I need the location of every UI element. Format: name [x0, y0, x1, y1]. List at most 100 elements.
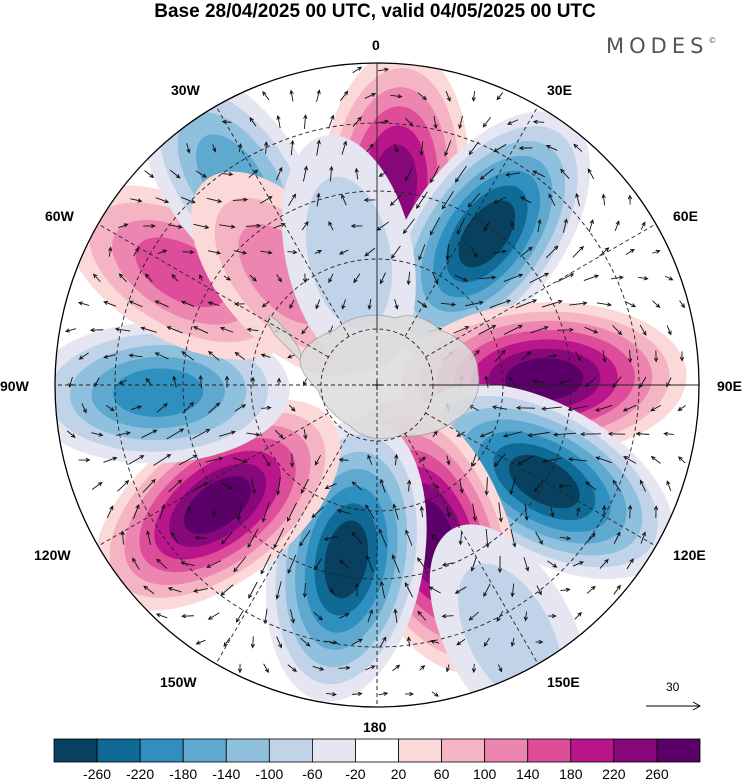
wind-arrow	[354, 582, 360, 597]
wind-arrow	[128, 300, 143, 308]
colorbar-swatch	[268, 738, 313, 763]
wind-arrow	[92, 273, 101, 283]
wind-arrow	[103, 354, 116, 359]
wind-arrow	[328, 273, 334, 284]
wind-arrow	[599, 247, 610, 257]
wind-arrow	[223, 275, 231, 281]
wind-arrow	[78, 457, 91, 463]
colorbar-tick: -180	[169, 766, 198, 782]
wind-arrow	[249, 117, 257, 127]
wind-arrow	[221, 119, 232, 125]
wind-arrow	[328, 586, 334, 594]
wind-arrow	[352, 66, 363, 74]
lon-label-30w: 30W	[171, 82, 200, 98]
wind-arrow	[560, 587, 571, 592]
wind-arrow	[558, 379, 572, 386]
wind-arrow	[181, 613, 194, 619]
shade-level	[505, 358, 584, 401]
wind-arrow	[181, 351, 195, 361]
wind-arrow	[287, 502, 297, 522]
wind-arrow	[260, 250, 273, 255]
wind-arrow	[394, 299, 399, 310]
wind-arrow	[445, 244, 450, 261]
colorbar-swatch	[182, 738, 227, 763]
wind-arrow	[313, 611, 323, 621]
wind-arrow	[498, 502, 503, 523]
wind-arrow	[429, 217, 441, 236]
map-title: Base 28/04/2025 00 UTC, valid 04/05/2025…	[154, 1, 596, 22]
wind-arrow	[133, 247, 139, 257]
wind-arrow	[275, 166, 283, 181]
wind-arrow	[68, 376, 73, 388]
lon-label-120e: 120E	[673, 547, 706, 563]
wind-arrow	[666, 480, 672, 492]
wind-arrow	[650, 404, 662, 412]
wind-arrow	[118, 223, 129, 229]
wind-arrow	[613, 531, 621, 544]
colorbar-tick: 180	[559, 766, 583, 782]
anomaly-field	[55, 63, 687, 707]
wind-arrow	[470, 557, 477, 572]
wind-arrow	[156, 558, 168, 570]
wind-arrow	[250, 478, 256, 495]
wind-arrow	[302, 582, 307, 599]
colorbar-swatch	[53, 738, 98, 763]
wind-arrow	[301, 220, 309, 231]
wind-arrow	[640, 221, 646, 230]
lon-label-150e: 150E	[547, 674, 580, 690]
lon-label-90e: 90E	[717, 378, 742, 394]
copyright-mark: ©	[708, 36, 717, 45]
wind-arrow	[207, 301, 220, 307]
wind-arrow	[638, 276, 649, 281]
anomaly-center	[383, 111, 591, 357]
wind-arrow	[324, 483, 337, 490]
wind-arrow	[612, 325, 623, 336]
wind-arrow	[224, 375, 230, 388]
wind-arrow	[194, 535, 207, 540]
anomaly-center	[281, 134, 416, 371]
wind-arrow	[259, 196, 273, 204]
colorbar-tick: 220	[602, 766, 626, 782]
wind-arrow	[550, 507, 555, 518]
wind-arrow	[155, 197, 170, 204]
wind-arrow	[532, 170, 546, 178]
wind-arrow	[580, 431, 601, 437]
wind-arrow	[547, 353, 558, 358]
wind-arrow	[417, 92, 428, 101]
wind-arrow	[471, 663, 477, 674]
wind-arrow	[219, 224, 236, 229]
wind-arrow	[261, 453, 271, 467]
wind-arrow	[273, 223, 286, 229]
wind-arrow	[573, 143, 583, 152]
wind-arrow	[454, 274, 469, 282]
wind-arrow	[221, 531, 233, 545]
wind-arrow	[515, 299, 538, 309]
wind-arrow	[456, 218, 466, 235]
wind-arrow	[273, 527, 285, 549]
wind-arrow	[66, 430, 76, 438]
wind-arrow	[576, 506, 581, 517]
wind-arrow	[236, 504, 243, 521]
lon-label-90w: 90W	[0, 378, 29, 394]
wind-arrow	[639, 324, 647, 336]
wind-arrow	[612, 479, 622, 492]
colorbar-swatch	[225, 738, 270, 763]
wind-arrow	[178, 454, 198, 466]
wind-arrow	[232, 197, 249, 202]
wind-arrow	[221, 482, 234, 490]
wind-arrow	[352, 116, 362, 127]
wind-arrow	[378, 171, 387, 177]
meridian-line	[425, 412, 657, 547]
lon-label-150w: 150W	[160, 674, 197, 690]
wind-arrow	[339, 613, 350, 619]
wind-arrow	[377, 67, 390, 72]
wind-arrow	[431, 691, 439, 697]
wind-arrow	[142, 478, 156, 493]
wind-arrow	[275, 581, 282, 600]
wind-arrow	[153, 453, 172, 466]
wind-arrow	[485, 528, 490, 549]
wind-arrow	[199, 273, 204, 282]
colorbar-swatch	[441, 738, 486, 763]
wind-arrow	[402, 218, 415, 235]
wind-arrow	[261, 502, 270, 523]
